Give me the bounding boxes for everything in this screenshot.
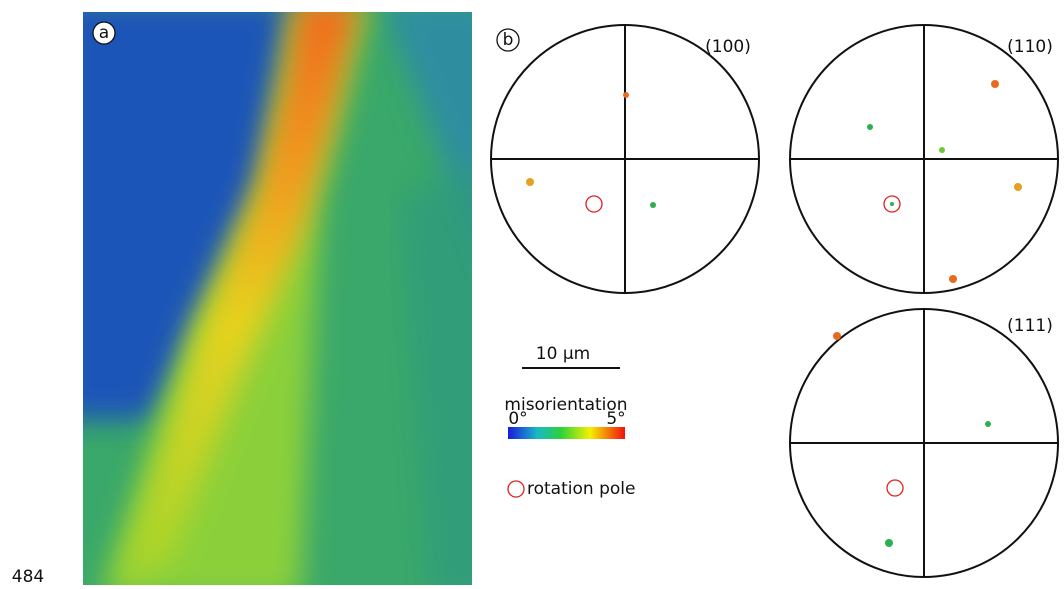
rotation-pole-markers bbox=[586, 196, 903, 496]
pole-points bbox=[526, 80, 1022, 547]
panel-label: b bbox=[503, 30, 514, 50]
legend-marker bbox=[508, 481, 524, 497]
panel-label: a bbox=[99, 23, 109, 43]
color-bar bbox=[508, 427, 625, 439]
pole-figure-label: (100) bbox=[705, 37, 751, 57]
figure: a b (100) (110) (111) 10 μm misorientati… bbox=[0, 0, 1064, 585]
legend-max: 5° bbox=[606, 409, 625, 429]
page-number: 484 bbox=[12, 567, 44, 585]
map-image bbox=[60, 0, 500, 585]
legend-label: rotation pole bbox=[527, 479, 635, 499]
pole-figure-label: (110) bbox=[1007, 37, 1053, 57]
pole-figure-label: (111) bbox=[1007, 316, 1053, 336]
legend-min: 0° bbox=[508, 409, 527, 429]
scale-bar-label: 10 μm bbox=[536, 344, 590, 364]
